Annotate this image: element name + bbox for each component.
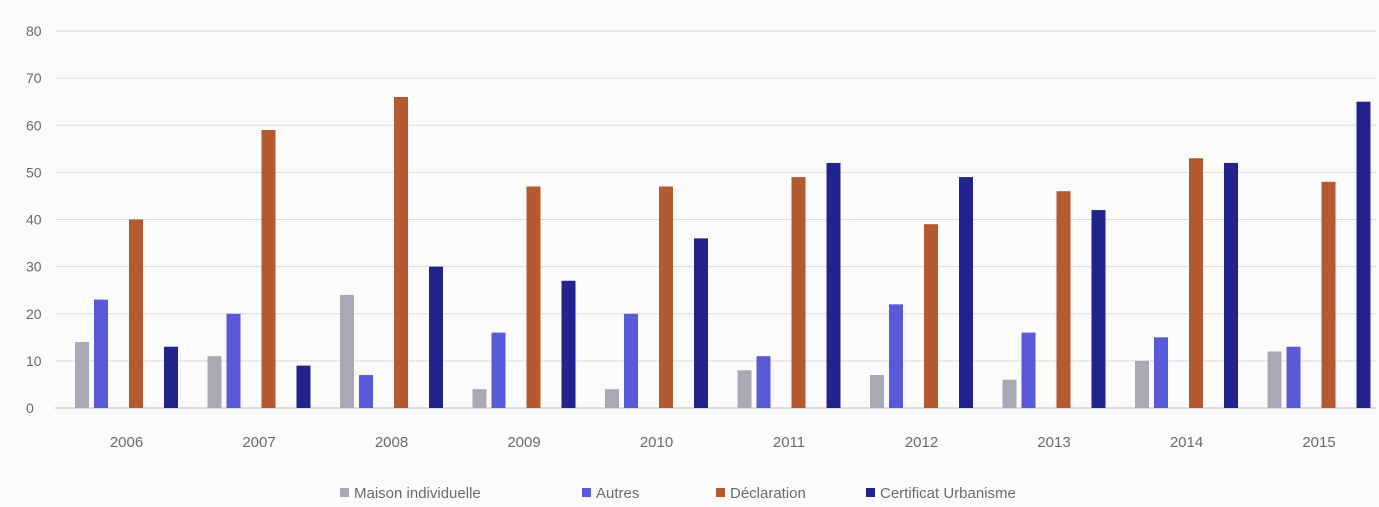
x-tick-label: 2009 — [507, 434, 540, 451]
bar-autres-2010 — [624, 313, 638, 408]
bar-maison-individuelle-2009 — [472, 389, 487, 408]
bar-d-claration-2013 — [1056, 191, 1071, 408]
y-tick-label: 80 — [26, 23, 42, 39]
legend-label: Maison individuelle — [354, 485, 481, 502]
bar-maison-individuelle-2010 — [605, 389, 619, 408]
bar-d-claration-2011 — [791, 177, 806, 408]
y-tick-label: 70 — [26, 70, 42, 86]
bar-certificat-urbanisme-2012 — [959, 177, 973, 408]
legend-swatch — [340, 488, 349, 497]
y-axis-ticks: 0 10 20 30 40 50 60 70 80 — [26, 23, 42, 416]
bar-certificat-urbanisme-2013 — [1091, 210, 1106, 408]
bar-d-claration-2008 — [394, 96, 408, 408]
x-axis-ticks: 2006 2007 2008 2009 2010 2011 2012 2013 2014 2015 — [110, 434, 1336, 451]
x-tick-label: 2012 — [905, 434, 938, 451]
y-tick-label: 10 — [26, 353, 42, 369]
bar-autres-2013 — [1021, 332, 1036, 408]
bar-certificat-urbanisme-2006 — [164, 346, 178, 408]
y-tick-label: 50 — [26, 164, 42, 180]
bar-d-claration-2006 — [129, 219, 143, 408]
x-tick-label: 2013 — [1037, 434, 1070, 451]
bar-maison-individuelle-2011 — [737, 370, 752, 408]
bar-certificat-urbanisme-2009 — [561, 280, 576, 408]
bar-maison-individuelle-2015 — [1267, 351, 1282, 408]
legend-label: Autres — [596, 485, 639, 502]
x-tick-label: 2011 — [773, 434, 805, 451]
bar-autres-2007 — [226, 313, 241, 408]
x-tick-label: 2006 — [110, 434, 143, 451]
bars — [75, 96, 1371, 408]
bar-autres-2006 — [94, 299, 108, 408]
bar-autres-2009 — [491, 332, 506, 408]
x-tick-label: 2010 — [640, 434, 673, 451]
bar-certificat-urbanisme-2010 — [694, 238, 708, 408]
y-tick-label: 20 — [26, 306, 42, 322]
legend-swatch — [582, 488, 591, 497]
y-tick-label: 40 — [26, 212, 42, 228]
bar-d-claration-2012 — [924, 224, 938, 408]
y-tick-label: 30 — [26, 259, 42, 275]
legend-swatch — [866, 488, 875, 497]
bar-certificat-urbanisme-2008 — [429, 266, 443, 408]
bar-maison-individuelle-2007 — [207, 356, 222, 408]
legend-swatch — [716, 488, 725, 497]
bar-certificat-urbanisme-2015 — [1356, 101, 1371, 408]
bar-certificat-urbanisme-2011 — [826, 162, 841, 408]
bar-d-claration-2014 — [1189, 158, 1203, 408]
x-tick-label: 2015 — [1302, 434, 1335, 451]
gridlines — [55, 30, 1376, 409]
bar-maison-individuelle-2012 — [870, 375, 884, 408]
bar-d-claration-2009 — [526, 186, 541, 408]
bar-d-claration-2010 — [659, 186, 673, 408]
bar-d-claration-2015 — [1321, 181, 1336, 408]
legend: Maison individuelle Autres Déclaration Cert… — [340, 485, 1016, 502]
bar-autres-2014 — [1154, 337, 1168, 408]
bar-certificat-urbanisme-2014 — [1224, 162, 1238, 408]
bar-autres-2012 — [889, 304, 903, 408]
bar-autres-2011 — [756, 356, 771, 408]
bar-maison-individuelle-2006 — [75, 342, 89, 408]
legend-label: Déclaration — [730, 485, 806, 502]
x-tick-label: 2007 — [242, 434, 275, 451]
bar-d-claration-2007 — [261, 129, 276, 408]
bar-autres-2008 — [359, 375, 373, 408]
y-tick-label: 0 — [26, 400, 34, 416]
y-tick-label: 60 — [26, 117, 42, 133]
bar-maison-individuelle-2014 — [1135, 360, 1149, 408]
bar-maison-individuelle-2008 — [340, 294, 354, 408]
bar-autres-2015 — [1286, 346, 1301, 408]
bar-maison-individuelle-2013 — [1002, 379, 1017, 408]
bar-certificat-urbanisme-2007 — [296, 365, 311, 408]
x-tick-label: 2008 — [375, 434, 408, 451]
x-tick-label: 2014 — [1170, 434, 1203, 451]
legend-label: Certificat Urbanisme — [880, 485, 1016, 502]
